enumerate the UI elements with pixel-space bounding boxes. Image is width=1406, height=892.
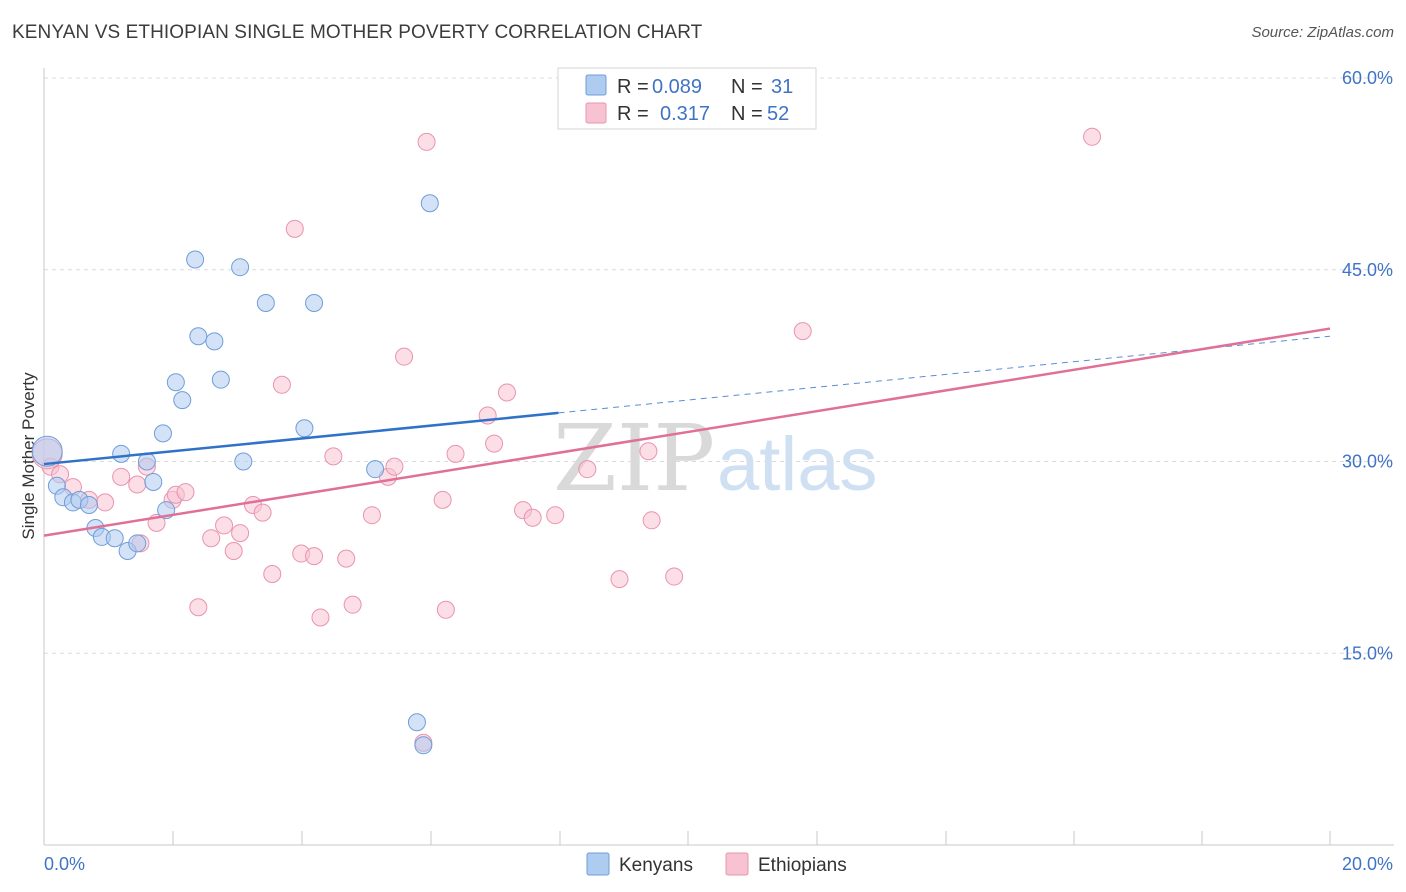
bottom-legend-swatch-ethiopians [725,852,749,876]
kenyan-point [420,194,439,213]
watermark-atlas: atlas [717,422,878,507]
ethiopian-point [436,600,455,619]
watermark: ZIP atlas [553,405,878,512]
ethiopian-point [665,567,684,586]
x-tick-label-left: 0.0% [44,854,85,874]
kenyan-point [211,370,230,389]
source-label: Source: ZipAtlas.com [1251,24,1394,41]
ethiopian-point [793,322,812,341]
legend: R = 0.089 N = 31 R = 0.317 N = 52 [557,67,817,130]
ethiopian-point [497,383,516,402]
kenyan-point [166,373,185,392]
ethiopian-point [189,598,208,617]
legend-swatch-kenyans [585,74,607,96]
kenyan-point [173,391,192,410]
kenyan-point [144,472,163,491]
ethiopian-point [231,524,250,543]
ethiopian-point [385,457,404,476]
legend-r-value-ethiopians: 0.317 [660,103,710,125]
ethiopian-point [546,506,565,525]
kenyan-point [366,460,385,479]
kenyan-point [256,293,275,312]
kenyan-point [205,332,224,351]
kenyan-trend-line [43,411,559,466]
ethiopian-point [639,442,658,461]
kenyan-point [112,444,131,463]
kenyan-point [80,495,99,514]
bottom-legend-ethiopians: Ethiopians [758,855,847,876]
ethiopian-point [417,132,436,151]
ethiopian-point [446,444,465,463]
bottom-legend: Kenyans Ethiopians [586,852,847,876]
kenyan-point [305,293,324,312]
chart-title: KENYAN VS ETHIOPIAN SINGLE MOTHER POVERT… [12,22,703,43]
ethiopian-point [311,608,330,627]
ethiopian-point [253,503,272,522]
ethiopian-point [263,564,282,583]
legend-n-value-kenyans: 31 [771,76,793,98]
bottom-legend-kenyans: Kenyans [619,855,693,876]
ethiopian-point [324,447,343,466]
watermark-zip: ZIP [553,405,715,512]
kenyan-point [105,529,124,548]
ethiopian-point [433,490,452,509]
ethiopian-point [215,516,234,535]
kenyan-point [295,419,314,438]
legend-r-label-kenyans: R = [617,76,649,98]
y-tick-label-60: 60.0% [1342,68,1393,88]
kenyan-point [189,327,208,346]
kenyan-point [414,736,433,755]
ethiopian-point [285,219,304,238]
kenyan-point [407,713,426,732]
kenyan-point [31,435,63,467]
ethiopian-point [176,483,195,502]
ethiopian-point [343,595,362,614]
ethiopian-point [395,347,414,366]
ethiopian-point [337,549,356,568]
ethiopian-point [96,493,115,512]
kenyan-point [234,452,253,471]
ethiopian-point [112,467,131,486]
trend-lines [43,327,1331,537]
ethiopian-point [523,508,542,527]
ethiopian-point [202,529,221,548]
ethiopian-point [1083,127,1102,146]
kenyan-points [31,194,439,755]
x-tick-label-right: 20.0% [1342,854,1393,874]
legend-n-value-ethiopians: 52 [767,103,789,125]
y-tick-label-30: 30.0% [1342,452,1393,472]
ethiopian-point [610,570,629,589]
ethiopian-point [272,375,291,394]
y-tick-label-15: 15.0% [1342,643,1393,663]
ethiopian-point [224,541,243,560]
y-tick-label-45: 45.0% [1342,260,1393,280]
legend-r-value-kenyans: 0.089 [652,76,702,98]
y-axis-tick-labels: 15.0% 30.0% 45.0% 60.0% [1342,68,1393,663]
ethiopian-point [305,547,324,566]
kenyan-point [186,250,205,269]
legend-n-label-ethiopians: N = [731,103,763,125]
legend-r-label-ethiopians: R = [617,103,649,125]
bottom-legend-swatch-kenyans [586,852,610,876]
y-axis-label: Single Mother Poverty [19,372,38,540]
legend-swatch-ethiopians [585,102,607,124]
ethiopian-point [578,460,597,479]
ethiopian-point [642,511,661,530]
kenyan-point [128,534,147,553]
kenyan-trend-extension [558,335,1331,414]
gridlines [44,77,1394,654]
kenyan-point [153,424,172,443]
x-axis-ticks [43,831,1331,845]
legend-n-label-kenyans: N = [731,76,763,98]
kenyan-point [231,258,250,277]
ethiopian-point [485,434,504,453]
ethiopian-point [128,475,147,494]
ethiopian-trend-line [43,327,1331,537]
ethiopian-point [362,506,381,525]
